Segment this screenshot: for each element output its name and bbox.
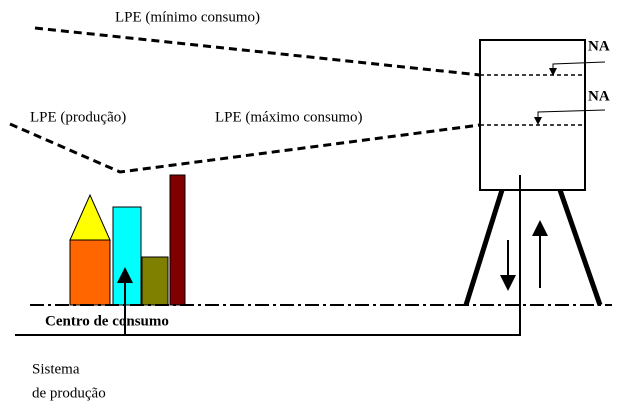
label: LPE (máximo consumo) (215, 109, 362, 125)
tower-leg (463, 189, 505, 306)
building-roof (69, 193, 111, 241)
label: NA (588, 38, 610, 54)
label: Sistema (32, 361, 80, 377)
label: NA (588, 88, 610, 104)
na-pointer-bottom (534, 109, 606, 125)
label: de produção (32, 385, 106, 401)
lpe-min-line (34, 26, 481, 77)
na-pointer-top (549, 61, 606, 76)
building (141, 256, 169, 306)
label: LPE (mínimo consumo) (115, 9, 260, 25)
label: Centro de consumo (45, 313, 169, 329)
building (69, 239, 111, 306)
lpe-max-line (9, 122, 481, 174)
building (169, 174, 186, 306)
label: LPE (produção) (30, 109, 126, 125)
pipe (15, 175, 521, 336)
building (112, 206, 142, 306)
tank (479, 39, 586, 191)
tower-leg (557, 189, 603, 306)
